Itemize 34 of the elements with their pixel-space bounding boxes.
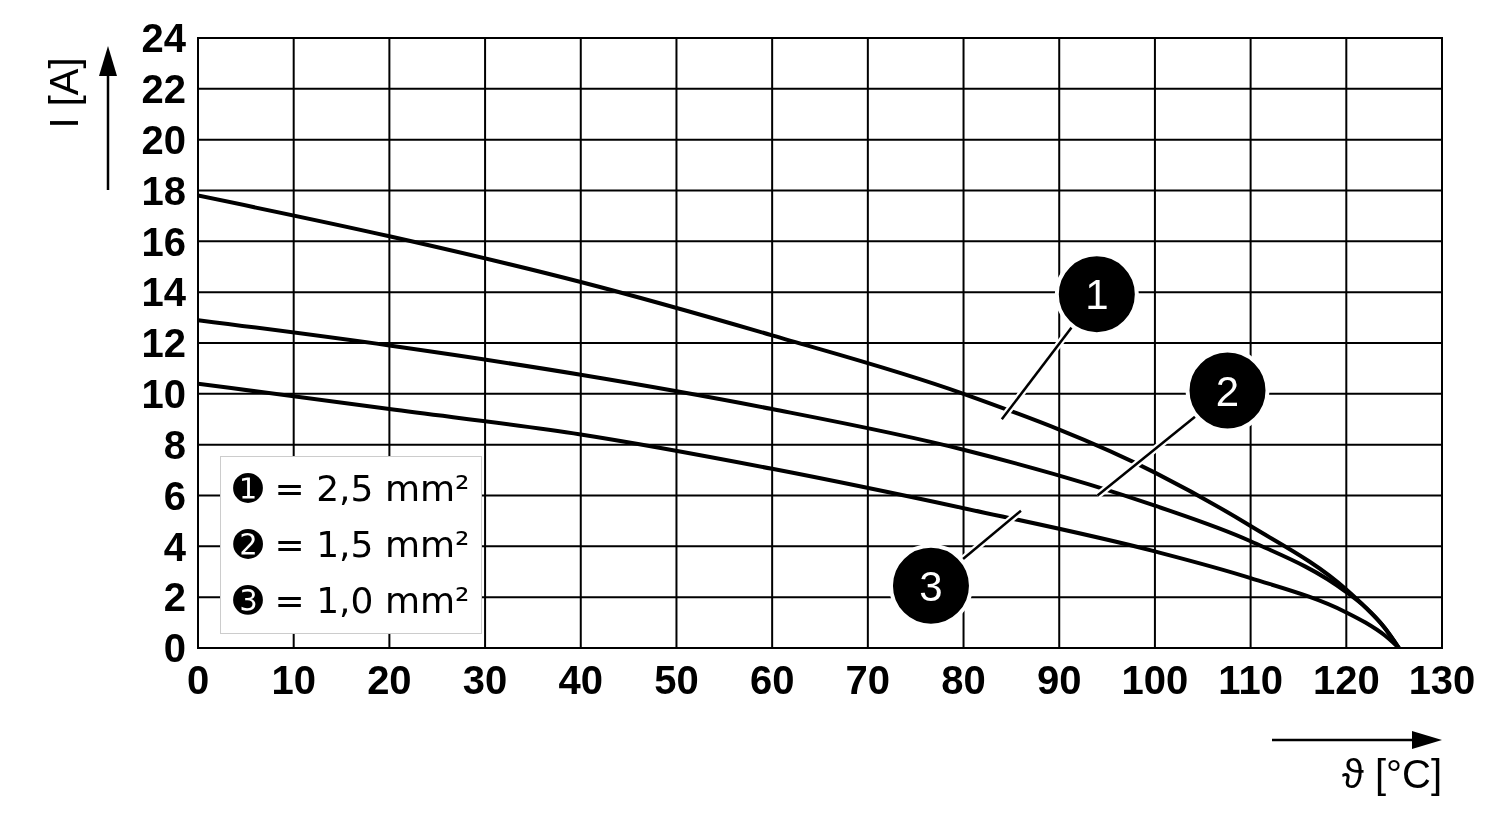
x-tick-label: 90 [1036,658,1082,703]
annotation: 1 [1085,271,1109,319]
annotation: 2 [1215,367,1240,415]
y-tick-label: 8 [163,422,186,467]
x-tick-label: 110 [1218,658,1283,703]
annotation: 3 [919,562,943,610]
y-tick-label: 24 [141,16,187,61]
y-tick-label: 2 [163,575,186,620]
y-tick-label: 22 [141,67,186,112]
x-tick-label: 120 [1312,658,1380,703]
y-tick-label: 12 [141,321,186,366]
x-tick-label: 100 [1121,658,1189,703]
y-tick-label: 20 [141,117,186,162]
x-tick-label: 80 [941,658,986,703]
annotation: ➌ = 1,0 mm² [233,579,470,623]
y-tick-label: 18 [141,168,186,213]
x-tick-label: 130 [1408,658,1476,703]
y-tick-label: 10 [141,372,186,417]
x-tick-label: 70 [845,658,891,703]
x-tick-label: 40 [558,658,604,703]
annotation: ➋ = 1,5 mm² [233,523,470,567]
y-tick-label: 0 [163,626,186,671]
x-tick-label: 30 [462,658,508,703]
y-tick-label: 4 [163,524,187,569]
y-tick-label: 14 [141,270,187,315]
x-tick-label: 50 [654,658,699,703]
y-axis-title: I [A] [42,57,86,129]
x-axis-title: ϑ [°C] [1341,752,1442,796]
y-tick-label: 16 [141,219,186,264]
x-tick-label: 60 [749,658,795,703]
annotation: ➊ = 2,5 mm² [233,467,470,511]
x-tick-label: 20 [367,658,412,703]
y-tick-label: 6 [163,473,186,518]
x-tick-label: 10 [271,658,316,703]
